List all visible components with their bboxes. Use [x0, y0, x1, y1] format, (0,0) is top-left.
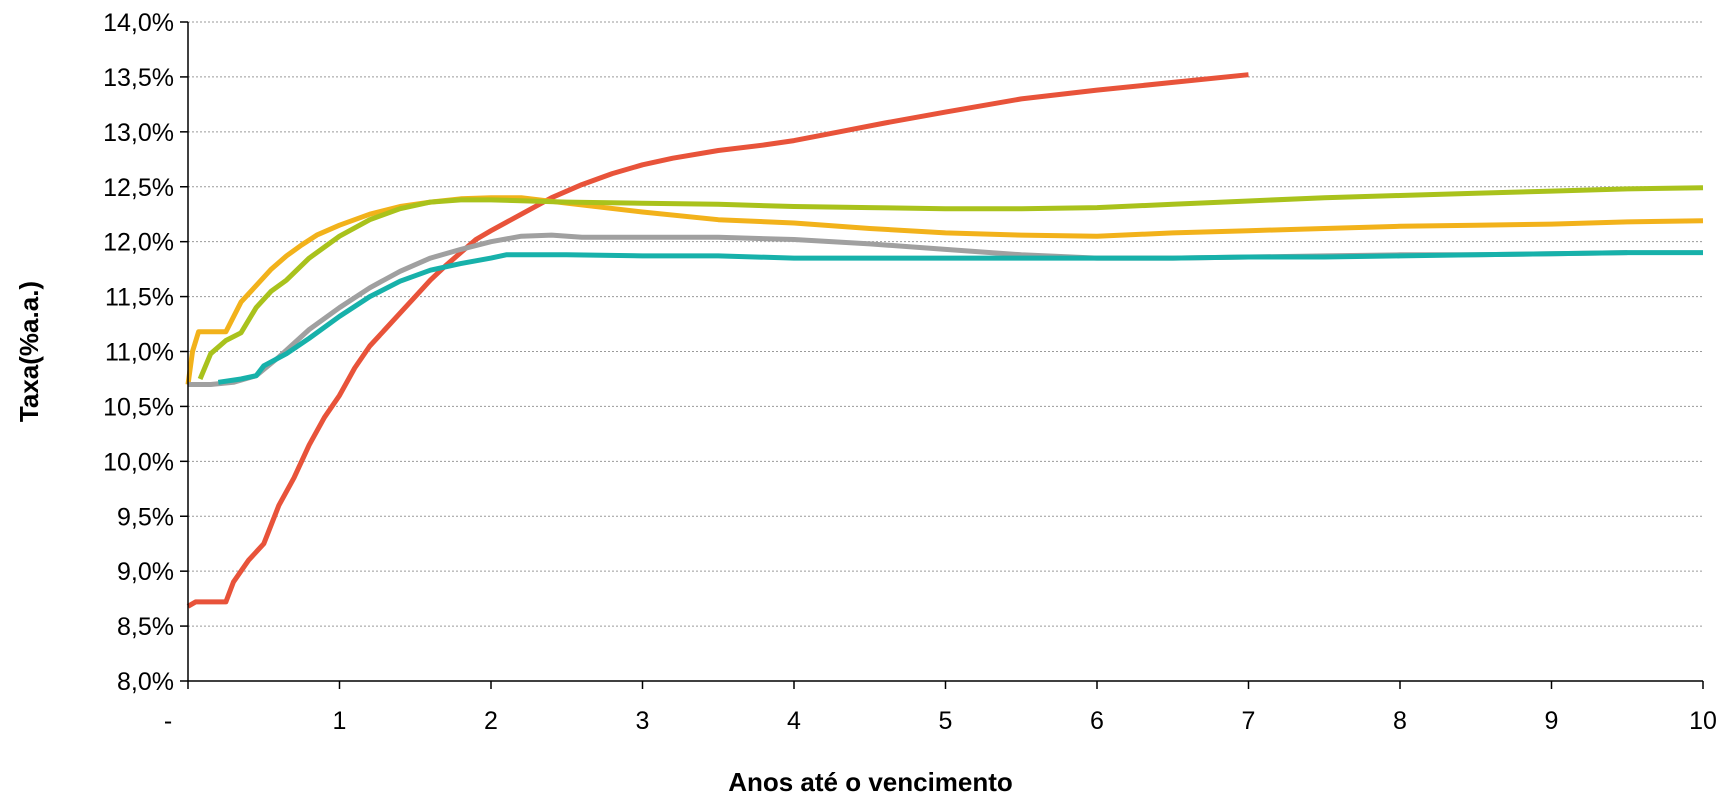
- x-tick-label: 7: [1242, 707, 1256, 735]
- y-tick-label: 12,5%: [103, 174, 174, 202]
- y-tick-label: 11,5%: [105, 284, 174, 312]
- y-tick-label: 14,0%: [103, 9, 174, 37]
- x-tick-label: 4: [787, 707, 801, 735]
- series-line-2: [185, 195, 1704, 385]
- y-tick-label: 11,0%: [105, 339, 174, 367]
- x-axis-title: Anos até o vencimento: [728, 767, 1013, 797]
- y-tick-label: 9,5%: [117, 503, 174, 531]
- x-tick-label: 1: [333, 707, 347, 735]
- x-tick-label: 5: [939, 707, 953, 735]
- x-tick-label: 10: [1689, 707, 1717, 735]
- series-lines: [185, 72, 1704, 609]
- y-tick-label: 13,0%: [103, 119, 174, 147]
- y-axis-title: Taxa(%a.a.): [14, 281, 44, 422]
- gridlines: [188, 21, 1703, 627]
- x-tick-label: 8: [1393, 707, 1407, 735]
- y-tick-label: 8,5%: [117, 613, 174, 641]
- y-tick-label: 10,5%: [103, 393, 174, 421]
- y-tick-label: 9,0%: [117, 558, 174, 586]
- x-tick-label: 3: [636, 707, 650, 735]
- series-line-1: [186, 72, 1249, 609]
- x-tick-label: 9: [1545, 707, 1559, 735]
- y-tick-label: 8,0%: [117, 668, 174, 696]
- x-tick-label: 2: [484, 707, 498, 735]
- tick-labels: 8,0% 8,5% 9,0% 9,5% 10,0% 10,5% 11,0% 11,5% 12,0…: [103, 9, 1717, 735]
- series-line-5: [217, 250, 1703, 385]
- axes: [180, 21, 1704, 689]
- x-tick-label: 6: [1090, 707, 1104, 735]
- series-line-3: [197, 185, 1704, 380]
- y-tick-label: 10,0%: [103, 448, 174, 476]
- x-tick-label: -: [164, 707, 172, 735]
- y-tick-label: 13,5%: [103, 64, 174, 92]
- y-tick-label: 12,0%: [103, 229, 174, 257]
